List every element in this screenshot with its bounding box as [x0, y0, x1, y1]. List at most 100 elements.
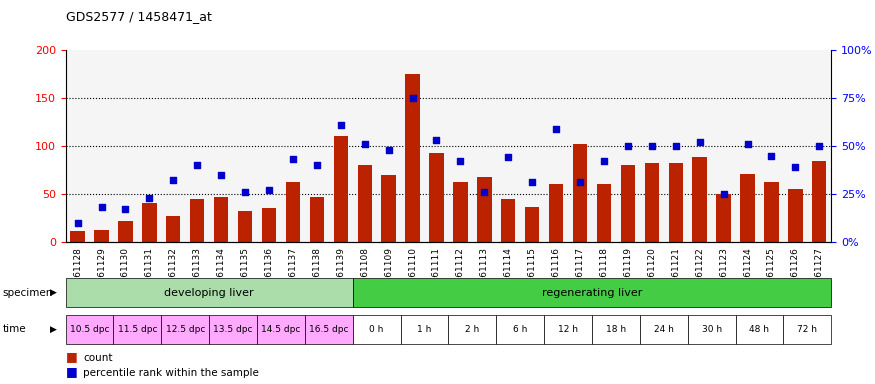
Bar [70, 231, 85, 242]
Bar [238, 211, 252, 242]
Bar [740, 174, 755, 242]
Bar [143, 203, 157, 242]
Text: ▶: ▶ [50, 288, 57, 297]
Bar [453, 182, 467, 242]
Point [333, 122, 347, 128]
Bar [501, 199, 515, 242]
Bar [66, 315, 114, 344]
Text: 12.5 dpc: 12.5 dpc [165, 325, 205, 334]
Text: 0 h: 0 h [369, 325, 384, 334]
Text: 12 h: 12 h [558, 325, 578, 334]
Point [286, 156, 300, 162]
Bar [358, 165, 372, 242]
Text: 1 h: 1 h [417, 325, 431, 334]
Bar [640, 315, 688, 344]
Text: 18 h: 18 h [606, 325, 626, 334]
Text: ■: ■ [66, 350, 77, 363]
Bar [620, 165, 635, 242]
Bar [209, 315, 257, 344]
Bar [405, 74, 420, 242]
Bar [430, 153, 444, 242]
Text: 2 h: 2 h [466, 325, 480, 334]
Point [550, 126, 564, 132]
Bar [764, 182, 779, 242]
Bar [573, 144, 587, 242]
Text: specimen: specimen [3, 288, 53, 298]
Text: GDS2577 / 1458471_at: GDS2577 / 1458471_at [66, 10, 212, 23]
Bar [353, 278, 831, 307]
Bar [448, 315, 496, 344]
Point [94, 204, 108, 210]
Text: ▶: ▶ [50, 325, 57, 334]
Point [573, 179, 587, 185]
Point [501, 154, 515, 161]
Point [788, 164, 802, 170]
Bar [257, 315, 304, 344]
Bar [262, 209, 276, 242]
Bar [382, 175, 396, 242]
Bar [783, 315, 831, 344]
Bar [353, 315, 401, 344]
Bar [66, 278, 353, 307]
Bar [161, 315, 209, 344]
Point [310, 162, 324, 168]
Point [765, 152, 779, 159]
Point [621, 143, 635, 149]
Point [668, 143, 682, 149]
Text: 6 h: 6 h [513, 325, 528, 334]
Bar [166, 216, 180, 242]
Text: ■: ■ [66, 365, 77, 378]
Bar [190, 199, 205, 242]
Bar [736, 315, 783, 344]
Bar [597, 184, 611, 242]
Text: 13.5 dpc: 13.5 dpc [214, 325, 253, 334]
Point [71, 220, 85, 226]
Bar [114, 315, 161, 344]
Point [453, 158, 467, 164]
Bar [214, 197, 228, 242]
Point [525, 179, 539, 185]
Point [430, 137, 444, 143]
Bar [477, 177, 492, 242]
Bar [118, 221, 133, 242]
Bar [544, 315, 592, 344]
Point [740, 141, 754, 147]
Bar [549, 184, 564, 242]
Point [478, 189, 492, 195]
Point [262, 187, 276, 193]
Bar [717, 194, 731, 242]
Point [118, 206, 132, 212]
Bar [401, 315, 448, 344]
Point [358, 141, 372, 147]
Text: count: count [83, 353, 113, 363]
Point [143, 195, 157, 201]
Point [597, 158, 611, 164]
Text: regenerating liver: regenerating liver [542, 288, 642, 298]
Text: 24 h: 24 h [654, 325, 674, 334]
Bar [645, 163, 659, 242]
Bar [310, 197, 324, 242]
Point [405, 95, 419, 101]
Point [382, 147, 396, 153]
Text: 14.5 dpc: 14.5 dpc [262, 325, 301, 334]
Text: time: time [3, 324, 26, 334]
Point [190, 162, 204, 168]
Bar [692, 157, 707, 242]
Point [812, 143, 826, 149]
Bar [94, 230, 108, 242]
Bar [304, 315, 353, 344]
Bar [496, 315, 544, 344]
Point [693, 139, 707, 145]
Text: 72 h: 72 h [797, 325, 817, 334]
Bar [525, 207, 539, 242]
Point [238, 189, 252, 195]
Text: 48 h: 48 h [750, 325, 769, 334]
Text: 10.5 dpc: 10.5 dpc [70, 325, 109, 334]
Point [214, 172, 228, 178]
Point [717, 191, 731, 197]
Bar [333, 136, 348, 242]
Bar [592, 315, 640, 344]
Text: 11.5 dpc: 11.5 dpc [117, 325, 158, 334]
Text: developing liver: developing liver [164, 288, 254, 298]
Bar [788, 189, 802, 242]
